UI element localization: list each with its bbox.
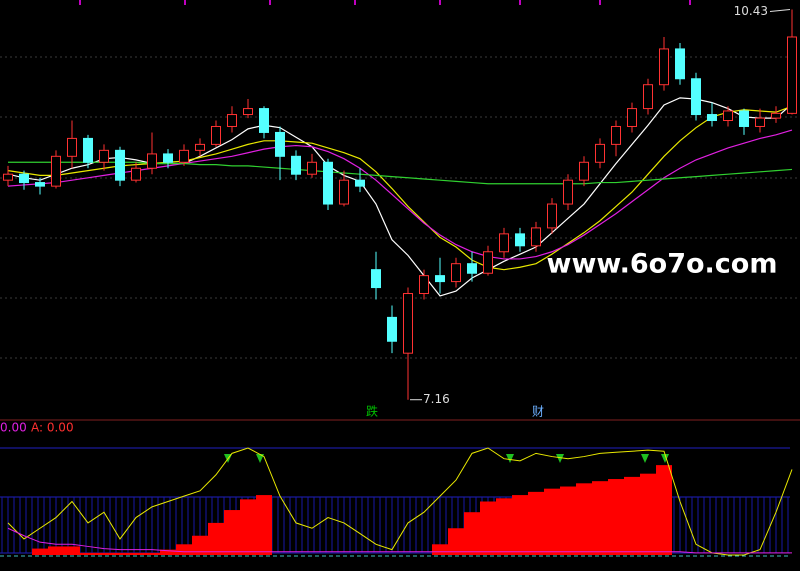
candle-body [35, 182, 45, 187]
candle-body [291, 155, 301, 175]
moving-average [7, 97, 793, 297]
candle-body [83, 137, 93, 163]
candle-body [339, 179, 349, 205]
candle-body [371, 269, 381, 289]
indicator-bar [480, 501, 496, 555]
indicator-bar [656, 465, 672, 555]
candle-body [771, 112, 781, 119]
candle-body [611, 125, 621, 145]
candle-body [499, 233, 509, 253]
candle-body [131, 167, 141, 181]
candle-body [307, 161, 317, 175]
candle-body [563, 179, 573, 205]
indicator-bar [176, 544, 192, 555]
candle-body [627, 108, 637, 127]
indicator-bar [240, 499, 256, 555]
indicator-bar [128, 552, 144, 555]
candle-body [595, 143, 605, 163]
indicator-value: 0.00 [0, 421, 27, 435]
candle-body [243, 108, 253, 116]
indicator-bar [576, 483, 592, 555]
indicator-bar [448, 528, 464, 555]
candle-body [515, 233, 525, 247]
candle-body [547, 203, 557, 229]
candle-body [419, 275, 429, 295]
indicator-bar [640, 473, 656, 555]
indicator-value: A: 0.00 [31, 421, 74, 435]
watermark: www.6o7o.com [547, 249, 778, 280]
candle-body [467, 263, 477, 274]
indicator-line [7, 447, 793, 556]
candle-body [147, 153, 157, 169]
indicator-bar [432, 544, 448, 555]
candle-body [99, 149, 109, 163]
price-grid [0, 56, 800, 359]
high-label: 10.43 [734, 4, 768, 18]
moving-average [8, 161, 793, 185]
indicator-bar [544, 488, 560, 555]
candle-body [755, 117, 765, 127]
top-ticks [79, 0, 691, 5]
candle-body [723, 110, 733, 122]
candle-body [707, 114, 717, 122]
indicator-bar [160, 549, 176, 555]
indicator-bar [496, 498, 512, 555]
candle-body [67, 137, 77, 157]
indicator-bar [464, 512, 480, 555]
indicator-bar [192, 535, 208, 555]
candle-body [787, 36, 797, 114]
indicator-bar [256, 495, 272, 555]
candle-body [211, 125, 221, 145]
indicator-bar [208, 522, 224, 555]
indicator-bar [224, 510, 240, 555]
candle-body [19, 173, 29, 184]
candle-body [579, 161, 589, 181]
candle-body [659, 48, 669, 86]
indicator-bar [80, 552, 96, 555]
candle-body [323, 161, 333, 205]
indicator-line [7, 527, 792, 554]
label-arrow [769, 9, 791, 13]
indicator-bar [48, 546, 64, 555]
candle-body [483, 251, 493, 274]
candle-body [195, 143, 205, 151]
signal-arrows [224, 454, 669, 463]
candle-body [739, 110, 749, 127]
candle-body [451, 263, 461, 283]
candle-body [643, 84, 653, 110]
candle-body [355, 179, 365, 187]
indicator-bar [32, 548, 48, 555]
indicator-bar [624, 476, 640, 555]
candle-body [179, 149, 189, 163]
moving-average [7, 105, 793, 271]
candle-body [403, 293, 413, 354]
candle-body [691, 78, 701, 116]
signal-label: 跌 [366, 404, 378, 419]
candle-body [163, 153, 173, 163]
candle-body [531, 227, 541, 247]
indicator-bar [528, 491, 544, 555]
indicator-bar [608, 479, 624, 555]
indicator-bar [144, 552, 160, 555]
signal-label: 财 [532, 405, 544, 419]
indicator-bar [112, 552, 128, 555]
indicator-bar [560, 486, 576, 555]
moving-average [7, 129, 793, 260]
candle-body [675, 48, 685, 80]
candle-body [115, 149, 125, 181]
indicator-bar [512, 495, 528, 555]
candle-body [51, 155, 61, 187]
indicator-bar [64, 546, 80, 555]
candle-body [275, 131, 285, 157]
indicator-bar [96, 552, 112, 555]
indicator-bar [592, 481, 608, 555]
low-label: 7.16 [423, 392, 450, 406]
candle-body [387, 316, 397, 342]
candle-body [259, 108, 269, 133]
candle-body [3, 173, 13, 181]
candle-body [227, 114, 237, 127]
candle-body [435, 275, 445, 283]
